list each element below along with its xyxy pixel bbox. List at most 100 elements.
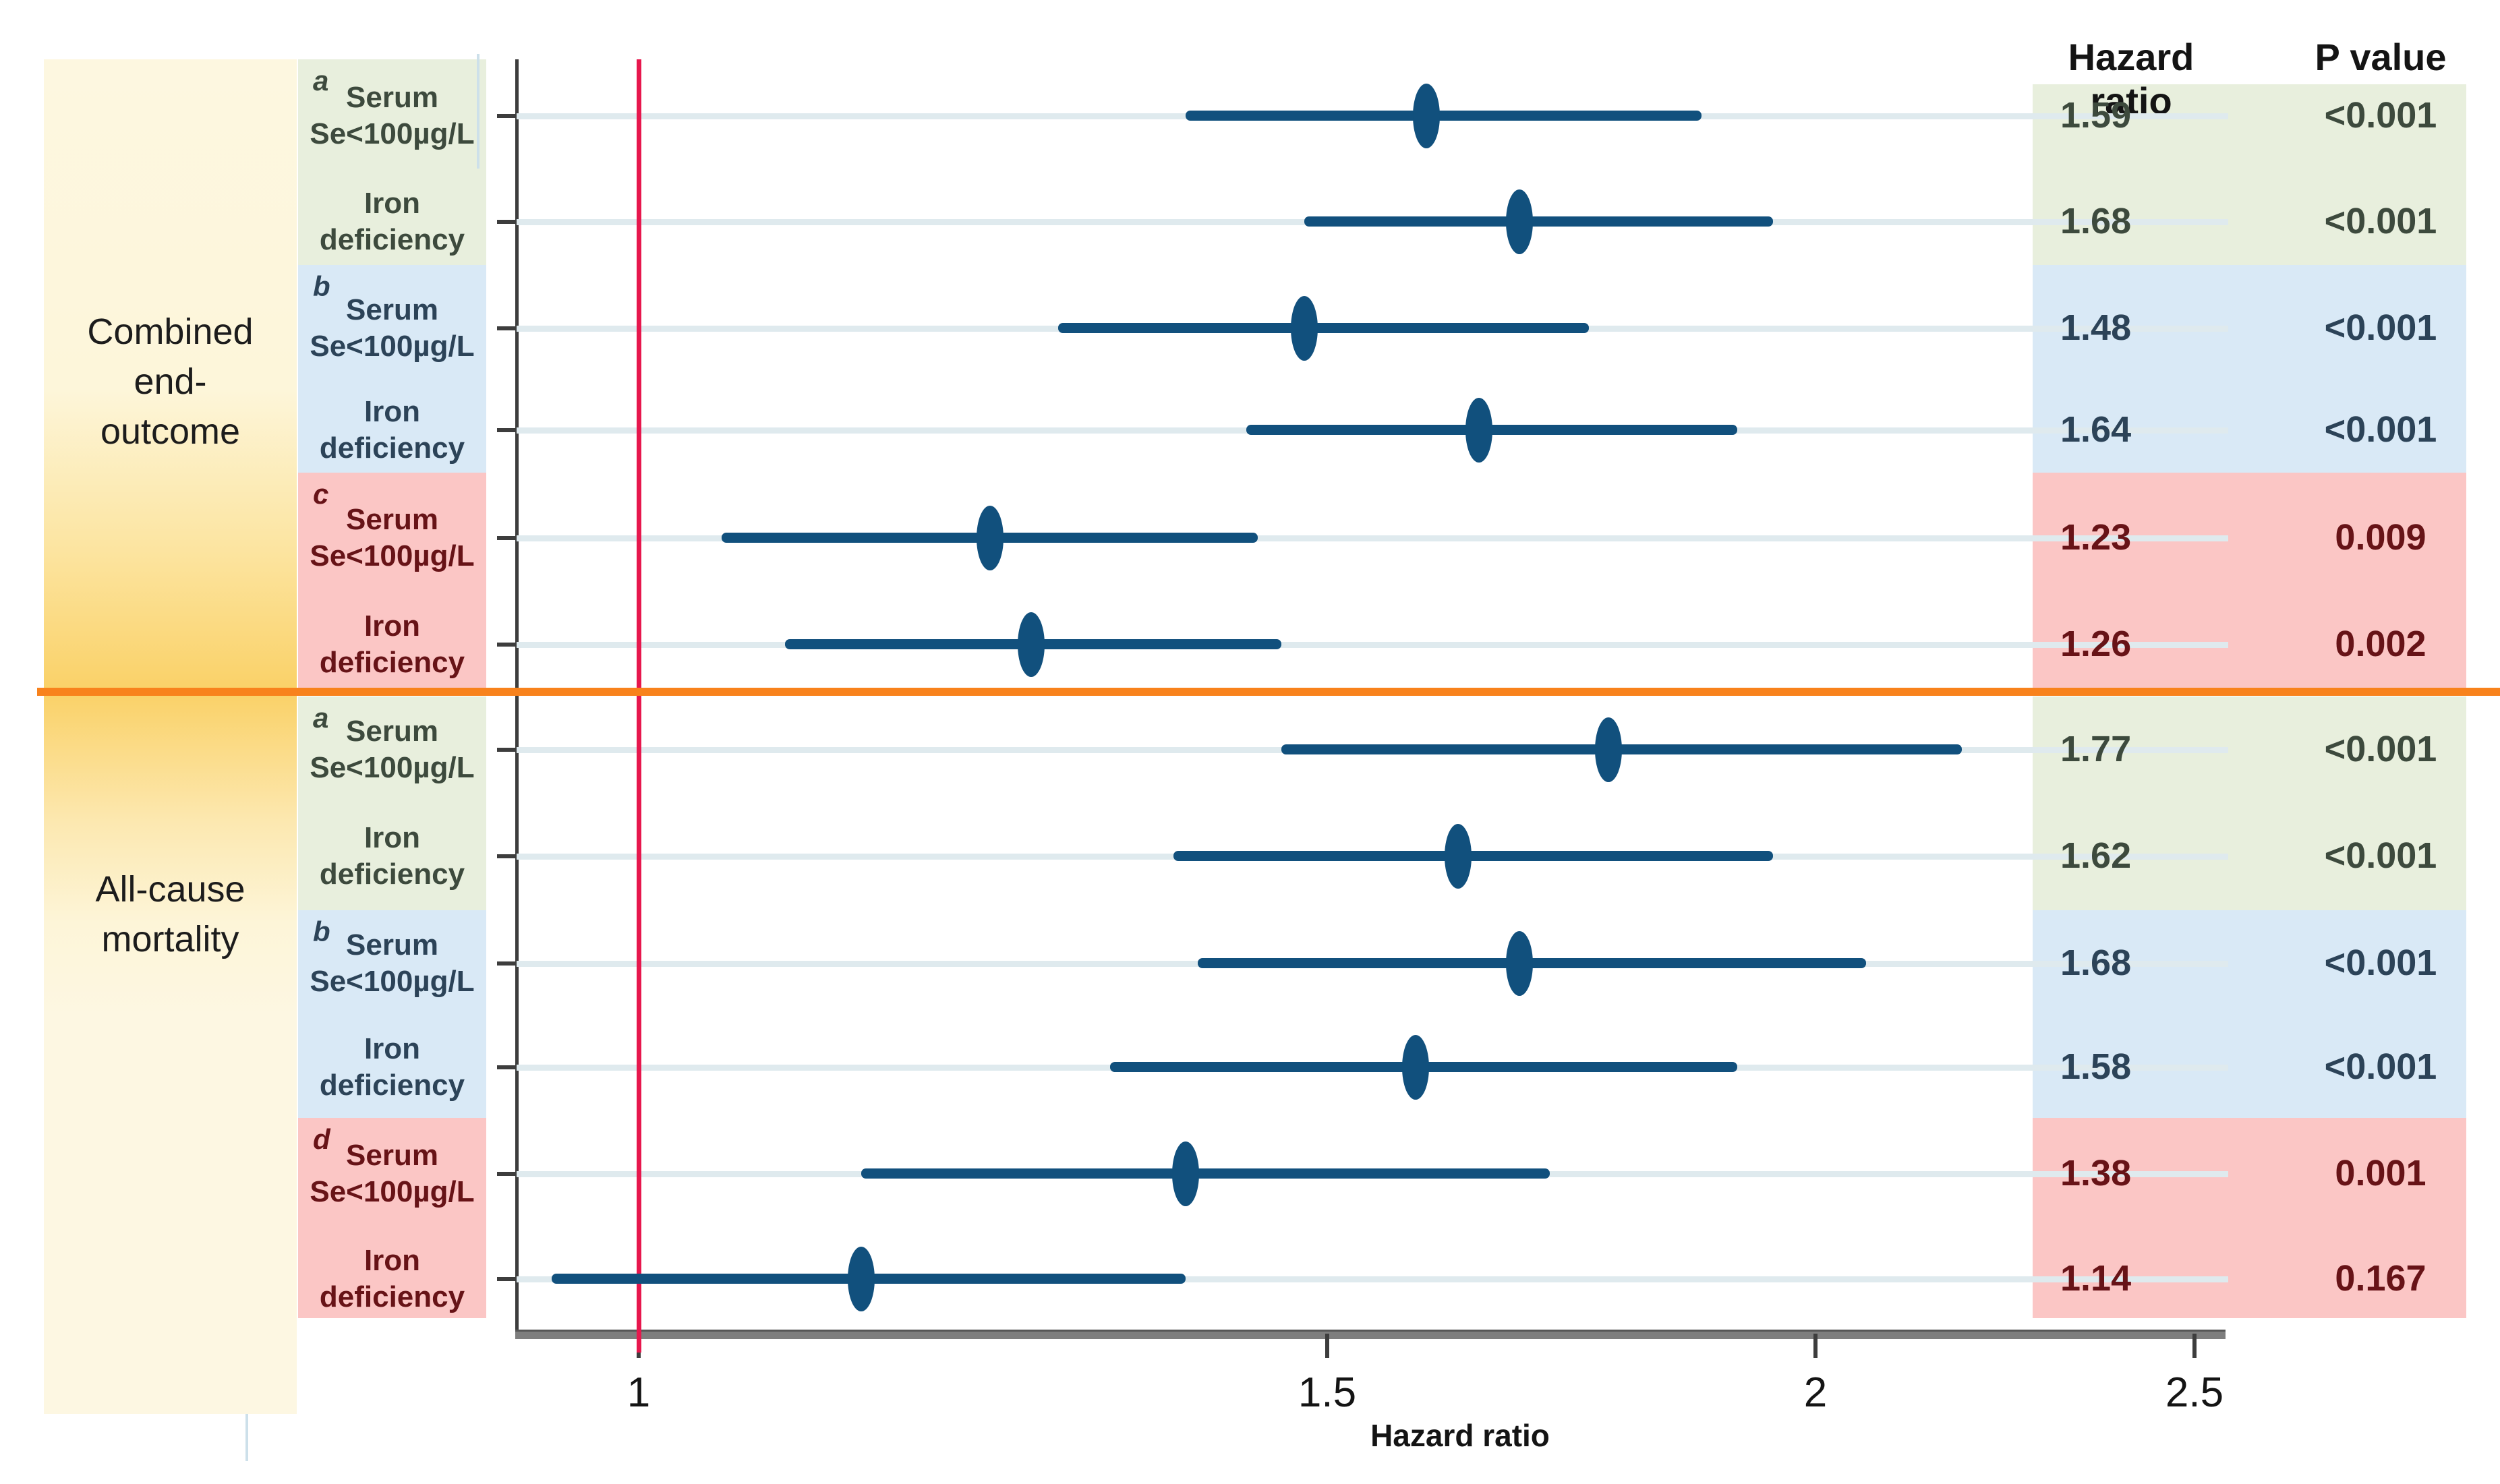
row-label-line: Se<100µg/L [310,539,475,572]
p-value: 0.167 [2335,1258,2426,1299]
hazard-ratio-value: 1.68 [2060,943,2132,983]
model-superscript-letter: d [313,1123,330,1155]
row-label-line: Iron [364,610,421,643]
stray-gridline-artifact-bottom [245,1414,248,1461]
point-estimate-marker [1594,717,1622,782]
y-axis-tick [497,961,517,966]
hazard-ratio-value: 1.58 [2060,1046,2132,1087]
value-table-group-block [2033,910,2466,1118]
row-label: Iron deficiency [298,604,486,685]
section-label-line: mortality [101,919,239,959]
x-axis-title: Hazard ratio [1370,1418,1550,1453]
y-axis-tick [497,1277,517,1281]
row-label-line: Iron [364,395,421,428]
row-label: Serum Se<100µg/L [298,709,486,790]
row-label: Serum Se<100µg/L [298,76,486,156]
value-table-group-block [2033,265,2466,473]
y-axis-tick [497,643,517,647]
p-value: <0.001 [2324,835,2437,876]
row-label: Iron deficiency [298,1027,486,1108]
x-axis-tick [1325,1334,1329,1358]
row-label: Iron deficiency [298,816,486,897]
y-axis-tick [497,114,517,118]
p-value: 0.009 [2335,517,2426,558]
row-label-line: Serum [346,928,438,961]
row-label-line: Se<100µg/L [310,1175,475,1208]
hazard-ratio-value: 1.38 [2060,1153,2132,1193]
value-table-group-block [2033,696,2466,910]
row-label-line: Iron [364,1244,421,1277]
row-gridline [517,642,2228,648]
hazard-ratio-value: 1.64 [2060,409,2132,450]
p-value: <0.001 [2324,201,2437,241]
point-estimate-marker [847,1247,875,1311]
p-value: <0.001 [2324,95,2437,136]
y-axis-tick [497,1172,517,1176]
row-label-line: deficiency [319,858,465,891]
model-superscript-letter: a [313,702,329,734]
row-label-line: deficiency [319,646,465,679]
point-estimate-marker [1172,1141,1199,1206]
p-value: <0.001 [2324,1046,2437,1087]
p-value: <0.001 [2324,307,2437,348]
row-gridline [517,1276,2228,1282]
y-axis-tick [497,748,517,752]
row-label-group-block [298,1118,486,1318]
section-divider-line [37,688,2500,696]
reference-line-hr1 [637,59,641,1353]
y-axis-tick [497,220,517,224]
row-label-line: Iron [364,1032,421,1065]
value-table-group-block [2033,1118,2466,1318]
row-label-line: Serum [346,715,438,748]
hazard-ratio-value: 1.59 [2060,95,2132,136]
row-label-line: deficiency [319,1280,465,1313]
plot-left-border [515,59,519,1334]
x-tick-label-1: 1 [627,1369,651,1416]
y-axis-tick [497,1065,517,1069]
hazard-ratio-value: 1.77 [2060,729,2132,769]
row-label-line: Se<100µg/L [310,965,475,998]
point-estimate-marker [1465,398,1492,463]
section-label-line: Combined [87,311,254,352]
section-label-line: outcome [100,411,241,452]
section-label-line: All-cause [95,869,245,910]
point-estimate-marker [1401,1035,1429,1100]
row-label: Iron deficiency [298,1239,486,1319]
p-value: <0.001 [2324,943,2437,983]
point-estimate-marker [1017,612,1045,677]
hazard-ratio-value: 1.23 [2060,517,2132,558]
model-superscript-letter: b [313,916,330,947]
row-label-line: deficiency [319,223,465,256]
row-label-line: Serum [346,293,438,326]
x-tick-label-2_5: 2.5 [2165,1369,2224,1416]
p-value-column-header: P value [2315,36,2447,78]
row-label-group-block [298,696,486,910]
section-band-combined [44,59,297,692]
point-estimate-marker [1506,189,1534,254]
x-tick-label-2: 2 [1803,1369,1828,1416]
value-table-group-block [2033,473,2466,688]
ci-bar [1304,216,1773,227]
point-estimate-marker [1506,931,1534,996]
model-superscript-letter: a [313,65,329,96]
x-tick-label-1_5: 1.5 [1298,1369,1357,1416]
row-label: Iron deficiency [298,390,486,471]
row-label-group-block [298,59,486,265]
row-label-line: Iron [364,821,421,854]
ci-bar [861,1168,1550,1179]
y-axis-tick [497,536,517,540]
y-axis-tick [497,854,517,858]
row-label-line: deficiency [319,432,465,465]
stray-gridline-artifact-top [477,54,479,169]
p-value: 0.002 [2335,624,2426,664]
row-label-line: Iron [364,187,421,220]
x-axis-tick [2192,1334,2197,1358]
row-label: Serum Se<100µg/L [298,288,486,369]
p-value: 0.001 [2335,1153,2426,1193]
model-superscript-letter: c [313,478,329,510]
ci-bar [1186,111,1702,121]
row-label-group-block [298,473,486,688]
row-gridline [517,535,2228,541]
model-superscript-letter: b [313,270,330,302]
